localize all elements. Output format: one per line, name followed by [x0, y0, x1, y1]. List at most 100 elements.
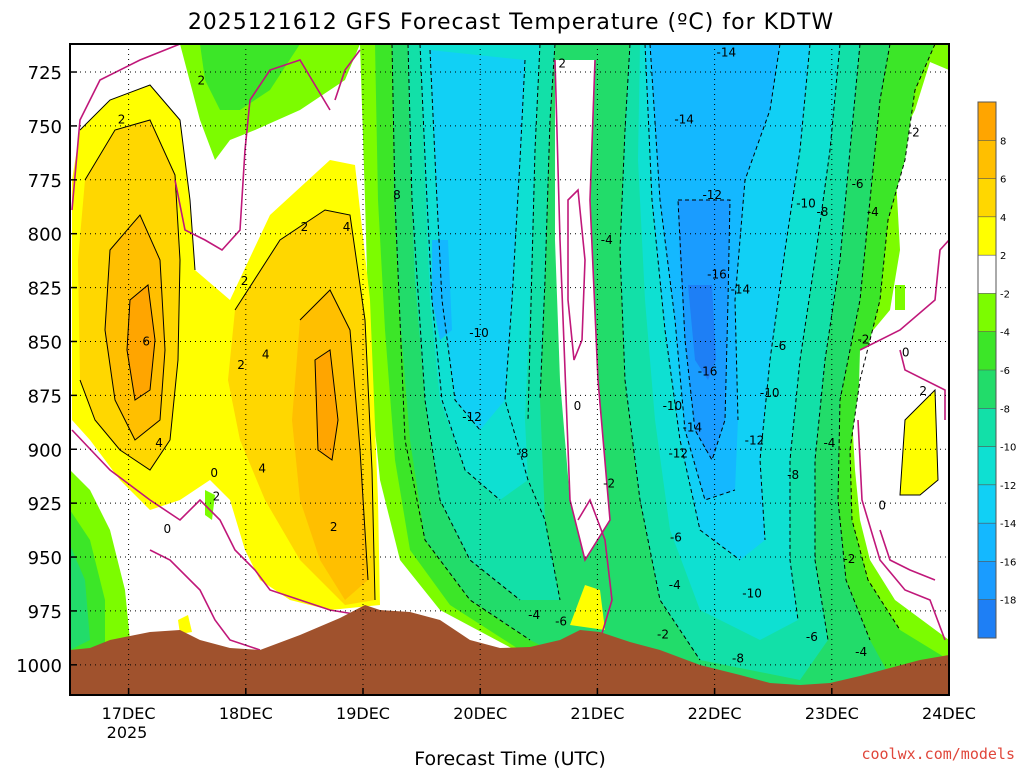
contour-label: 0	[210, 466, 218, 480]
contour-label: -16	[698, 365, 718, 379]
contour-label: -6	[555, 615, 567, 629]
contour-label: 2	[213, 490, 221, 504]
field-cold-right	[895, 285, 905, 310]
colorbar-segment	[978, 140, 996, 180]
contour-label: -6	[852, 177, 864, 191]
y-tick-label: 825	[28, 279, 62, 300]
colorbar-segment	[978, 408, 996, 448]
contour-label: -10	[760, 386, 780, 400]
contour-label: -10	[742, 587, 762, 601]
warm-fields	[72, 85, 938, 634]
y-tick-label: 775	[28, 171, 62, 192]
contour-label: -8	[732, 651, 744, 665]
colorbar-segment	[978, 599, 996, 639]
colorbar-segment	[978, 255, 996, 294]
contour-label: -4	[823, 436, 835, 450]
contour-label: -4	[867, 205, 879, 219]
chart-title: 2025121612 GFS Forecast Temperature (ºC)…	[188, 10, 834, 35]
colorbar: 8 6 4 2 -2 -4 -6 -8 -10 -12 -14 -16 -18	[977, 101, 1016, 639]
y-tick-label: 1000	[16, 656, 62, 677]
colorbar-label: -4	[1000, 328, 1010, 339]
field-warm-bottom	[570, 585, 605, 630]
credit-text[interactable]: coolwx.com/models	[861, 745, 1015, 763]
contour-label: 0	[163, 522, 171, 536]
colorbar-label: -18	[1000, 596, 1016, 607]
x-axis: 17DEC 18DEC 19DEC 20DEC 21DEC 22DEC 23DEC 24DEC	[102, 688, 976, 723]
colorbar-label: -8	[1000, 404, 1010, 415]
y-tick-label: 925	[28, 494, 62, 515]
colorbar-label: -14	[1000, 519, 1016, 530]
contour-label: -2	[657, 628, 669, 642]
contour-label: 4	[155, 436, 163, 450]
contour-label: -16	[707, 268, 727, 282]
contour-label: 0	[574, 399, 582, 413]
contour-label: -10	[796, 197, 816, 211]
field-cold-12	[430, 50, 525, 430]
contour-label: 4	[262, 347, 270, 361]
contour-label: 0	[878, 498, 886, 512]
colorbar-label: -16	[1000, 557, 1016, 568]
colorbar-label: 8	[1000, 136, 1006, 147]
contour-label: 2	[237, 358, 245, 372]
contour-label: 2	[919, 384, 927, 398]
colorbar-segment	[978, 523, 996, 562]
x-tick-label: 17DEC	[102, 704, 156, 723]
x-tick-label: 22DEC	[688, 704, 742, 723]
contour-label: -2	[843, 552, 855, 566]
colorbar-segment	[978, 216, 996, 256]
contour-label: -14	[717, 46, 737, 60]
contour-label: 4	[343, 220, 351, 234]
contour-label: -12	[462, 410, 482, 424]
contour-label: -6	[806, 630, 818, 644]
x-tick-label: 23DEC	[805, 704, 859, 723]
contour-label: 2	[330, 520, 338, 534]
cold-fields	[70, 44, 949, 695]
contour-label: -8	[787, 468, 799, 482]
x-tick-label: 20DEC	[453, 704, 507, 723]
colorbar-label: 6	[1000, 175, 1006, 186]
y-tick-label: 725	[28, 63, 62, 84]
contour-label: 2	[301, 220, 309, 234]
y-tick-label: 875	[28, 386, 62, 407]
grid	[70, 44, 949, 695]
contour-label: 4	[258, 462, 266, 476]
field-warm-small	[178, 615, 192, 634]
terrain	[70, 605, 949, 695]
y-tick-label: 975	[28, 602, 62, 623]
contour-label: -12	[745, 434, 765, 448]
colorbar-label: -12	[1000, 481, 1016, 492]
zero-contours	[71, 44, 949, 651]
contour-label: -10	[663, 399, 683, 413]
contour-label: 0	[902, 345, 910, 359]
x-tick-label: 21DEC	[570, 704, 624, 723]
contour-label: 8	[393, 188, 401, 202]
x-axis-title: Forecast Time (UTC)	[414, 748, 605, 768]
colorbar-label: -2	[1000, 289, 1010, 300]
contour-label: -8	[516, 447, 528, 461]
contour-label: -6	[774, 339, 786, 353]
y-tick-label: 900	[28, 440, 62, 461]
field-cold-18	[688, 285, 716, 380]
colorbar-label: 2	[1000, 251, 1006, 262]
contour-label: 6	[142, 334, 150, 348]
contour-label: -2	[603, 477, 615, 491]
y-tick-label: 750	[28, 117, 62, 138]
x-axis-year-label: 2025	[107, 723, 148, 742]
colorbar-segment	[978, 178, 996, 218]
cold-contours	[391, 44, 936, 661]
contour-label: -10	[469, 326, 489, 340]
warm-contours	[79, 84, 939, 601]
colorbar-segment	[978, 293, 996, 333]
contour-label: -4	[855, 645, 867, 659]
field-zero-band-right	[858, 250, 949, 600]
colorbar-label: 4	[1000, 213, 1006, 224]
y-axis: 725 750 775 800 825 850 875 900 925 950 975 1000	[16, 63, 77, 677]
contour-label: -2	[857, 332, 869, 346]
colorbar-segment	[978, 484, 996, 524]
contour-label: -12	[668, 447, 688, 461]
contour-label: -14	[674, 112, 694, 126]
colorbar-segment	[978, 370, 996, 409]
